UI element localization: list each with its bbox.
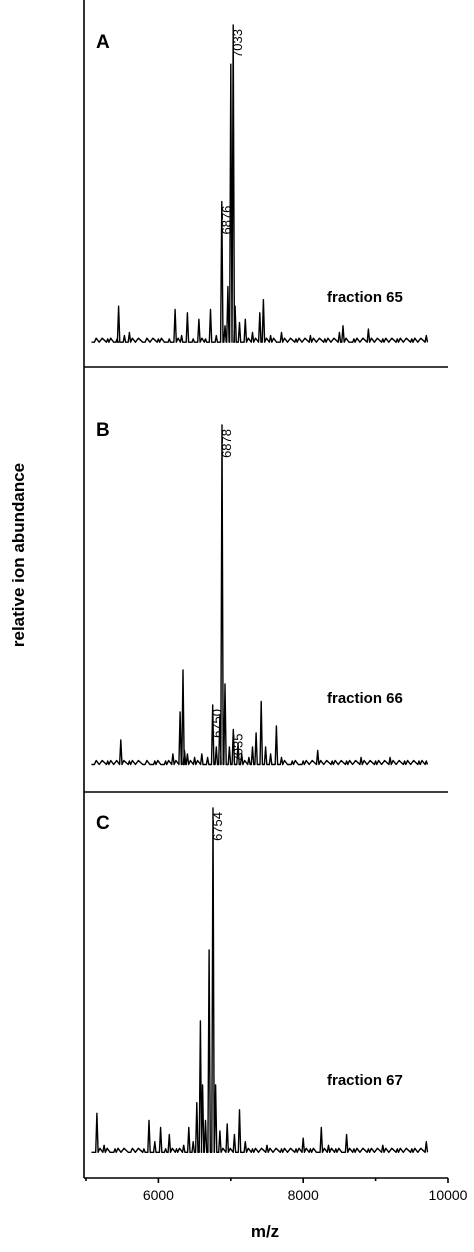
panel-letter-a: A bbox=[96, 32, 110, 53]
peak-label: 7035 bbox=[230, 734, 245, 763]
spectrum-series-2-1 bbox=[91, 424, 429, 766]
peak-label: 6754 bbox=[210, 812, 225, 841]
x-tick-label: 6000 bbox=[143, 1187, 174, 1203]
x-axis: 6000 8000 10000 bbox=[85, 1178, 468, 1203]
x-tick-label: 10000 bbox=[429, 1187, 468, 1203]
peak-label: 6876 bbox=[219, 206, 234, 235]
peak-label: 6878 bbox=[219, 429, 234, 458]
x-axis-title: m/z bbox=[251, 1222, 279, 1241]
spectrum-series-1-1 bbox=[91, 24, 429, 343]
fraction-label-a: fraction 65 bbox=[327, 289, 403, 306]
y-axis-title: relative ion abundance bbox=[9, 463, 28, 647]
panel-c: C fraction 67 6754 bbox=[84, 807, 448, 1179]
fraction-label-b: fraction 66 bbox=[327, 690, 403, 707]
fraction-label-c: fraction 67 bbox=[327, 1072, 403, 1089]
peak-label: 6750 bbox=[210, 709, 225, 738]
spectrum-series-3-1 bbox=[91, 807, 429, 1153]
panel-b: B fraction 66 6750 6878 7035 bbox=[84, 420, 448, 793]
panel-letter-c: C bbox=[96, 813, 110, 834]
peak-label: 7033 bbox=[230, 29, 245, 58]
panel-letter-b: B bbox=[96, 420, 110, 441]
x-tick-label: 8000 bbox=[288, 1187, 319, 1203]
panel-a: A fraction 65 6876 7033 bbox=[84, 24, 448, 368]
